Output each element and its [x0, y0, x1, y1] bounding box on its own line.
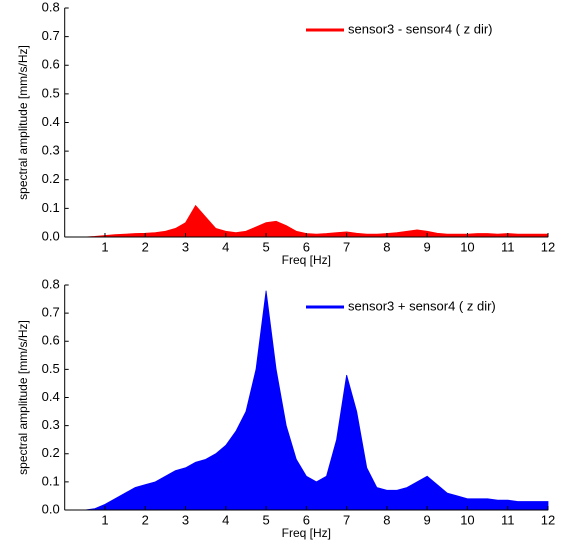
x-tick-label: 5 — [262, 239, 269, 254]
y-tick-label: 0.2 — [42, 445, 60, 460]
x-tick-label: 2 — [142, 239, 149, 254]
y-tick-label: 0.8 — [42, 0, 60, 14]
x-tick-label: 1 — [101, 239, 108, 254]
y-tick-label: 0.7 — [42, 28, 60, 43]
x-axis-label: Freq [Hz] — [282, 526, 331, 540]
x-tick-label: 12 — [541, 239, 555, 254]
x-tick-label: 1 — [101, 512, 108, 527]
y-tick-label: 0.6 — [42, 333, 60, 348]
x-tick-label: 9 — [424, 239, 431, 254]
spectrum-area — [64, 290, 549, 511]
x-tick-label: 4 — [222, 512, 229, 527]
y-tick-label: 0.4 — [42, 389, 60, 404]
y-tick-label: 0.8 — [42, 276, 60, 291]
legend-label: sensor3 + sensor4 ( z dir) — [348, 298, 496, 313]
x-tick-label: 6 — [303, 512, 310, 527]
x-tick-label: 6 — [303, 239, 310, 254]
x-tick-label: 9 — [424, 512, 431, 527]
y-tick-label: 0.1 — [42, 200, 60, 215]
x-tick-label: 7 — [343, 239, 350, 254]
x-tick-label: 10 — [460, 512, 474, 527]
x-tick-label: 11 — [501, 239, 515, 254]
y-tick-label: 0.4 — [42, 114, 60, 129]
x-tick-label: 2 — [142, 512, 149, 527]
y-tick-label: 0.3 — [42, 143, 60, 158]
y-tick-label: 0.1 — [42, 473, 60, 488]
x-tick-label: 12 — [541, 512, 555, 527]
x-tick-label: 10 — [460, 239, 474, 254]
y-tick-label: 0.0 — [42, 228, 60, 243]
x-tick-label: 3 — [182, 512, 189, 527]
y-axis-label: spectral amplitude [mm/s/Hz] — [16, 320, 30, 475]
x-tick-label: 8 — [383, 239, 390, 254]
x-tick-label: 11 — [501, 512, 515, 527]
y-tick-label: 0.0 — [42, 501, 60, 516]
x-axis-label: Freq [Hz] — [282, 253, 331, 267]
y-axis-label: spectral amplitude [mm/s/Hz] — [16, 45, 30, 200]
x-tick-label: 8 — [383, 512, 390, 527]
x-tick-label: 5 — [262, 512, 269, 527]
x-tick-label: 3 — [182, 239, 189, 254]
legend-label: sensor3 - sensor4 ( z dir) — [348, 21, 493, 36]
y-tick-label: 0.3 — [42, 417, 60, 432]
y-tick-label: 0.7 — [42, 305, 60, 320]
y-tick-label: 0.5 — [42, 85, 60, 100]
y-tick-label: 0.2 — [42, 171, 60, 186]
spectrum-area — [64, 204, 549, 238]
x-tick-label: 7 — [343, 512, 350, 527]
y-tick-label: 0.6 — [42, 57, 60, 72]
x-tick-label: 4 — [222, 239, 229, 254]
y-tick-label: 0.5 — [42, 361, 60, 376]
